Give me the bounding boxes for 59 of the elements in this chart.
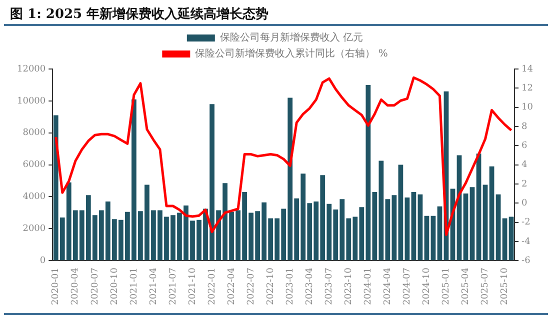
y-tick-label: 2000 bbox=[22, 224, 46, 234]
bar bbox=[463, 194, 468, 260]
x-tick-label: 2025-10 bbox=[500, 267, 510, 306]
bar bbox=[411, 192, 416, 260]
legend-label: 保险公司每月新增保费收入 亿元 bbox=[220, 32, 364, 44]
y2-tick-label: 6 bbox=[522, 140, 528, 151]
x-tick-label: 2022-10 bbox=[266, 267, 276, 306]
x-tick-label: 2024-07 bbox=[402, 267, 413, 306]
y2-tick-label: 10 bbox=[522, 102, 534, 113]
x-tick-label: 2021-01 bbox=[129, 268, 140, 306]
x-tick-label: 2021-04 bbox=[148, 267, 159, 306]
bar bbox=[437, 206, 442, 260]
y2-tick-label: 14 bbox=[522, 64, 534, 74]
bar bbox=[502, 218, 508, 260]
y-tick-label: 12000 bbox=[16, 64, 46, 74]
y-tick-label: 4000 bbox=[22, 192, 46, 202]
bar bbox=[496, 194, 501, 260]
legend-label: 保险公司新增保费收入累计同比（右轴） % bbox=[195, 48, 388, 60]
bar bbox=[424, 216, 430, 260]
x-tick-label: 2023-07 bbox=[324, 267, 334, 306]
x-tick-label: 2020-07 bbox=[90, 267, 100, 306]
x-tick-label: 2022-04 bbox=[226, 267, 237, 306]
y2-tick-label: -6 bbox=[522, 256, 531, 266]
y-tick-label: 6000 bbox=[22, 160, 46, 170]
x-tick-label: 2025-04 bbox=[461, 267, 472, 306]
x-tick-label: 2023-04 bbox=[304, 267, 315, 306]
chart-title: 图 1: 2025 年新增保费收入延续高增长态势 bbox=[10, 6, 269, 23]
x-tick-label: 2020-01 bbox=[51, 268, 62, 306]
bar bbox=[404, 198, 410, 260]
x-tick-label: 2020-10 bbox=[110, 267, 120, 306]
x-tick-label: 2025-01 bbox=[442, 268, 452, 306]
bar bbox=[482, 184, 488, 260]
y2-tick-label: 12 bbox=[522, 84, 533, 94]
bar bbox=[489, 166, 494, 260]
y2-tick-label: -2 bbox=[522, 218, 530, 228]
x-tick-label: 2024-10 bbox=[422, 267, 432, 306]
x-tick-label: 2023-10 bbox=[344, 267, 354, 306]
x-tick-label: 2022-07 bbox=[246, 267, 256, 306]
x-tick-label: 2024-04 bbox=[383, 267, 394, 306]
bar bbox=[398, 164, 404, 260]
y-tick-label: 8000 bbox=[22, 128, 46, 138]
y2-tick-label: 0 bbox=[522, 198, 528, 208]
x-tick-label: 2025-07 bbox=[480, 267, 491, 306]
x-tick-label: 2020-04 bbox=[70, 267, 81, 306]
y2-tick-label: 4 bbox=[522, 160, 528, 170]
y-tick-label: 0 bbox=[40, 256, 46, 266]
bar bbox=[418, 194, 423, 260]
y2-tick-label: 8 bbox=[522, 122, 528, 132]
x-tick-label: 2022-01 bbox=[207, 268, 218, 306]
bar bbox=[430, 216, 436, 260]
y2-tick-label: -4 bbox=[522, 236, 531, 247]
x-tick-label: 2024-01 bbox=[364, 268, 374, 306]
x-tick-label: 2021-10 bbox=[188, 267, 198, 306]
bar bbox=[470, 187, 475, 260]
y-tick-label: 10000 bbox=[16, 96, 46, 106]
x-tick-label: 2021-07 bbox=[168, 267, 178, 306]
bar bbox=[508, 216, 514, 260]
x-tick-label: 2023-01 bbox=[285, 268, 296, 306]
y2-tick-label: 2 bbox=[522, 179, 528, 190]
